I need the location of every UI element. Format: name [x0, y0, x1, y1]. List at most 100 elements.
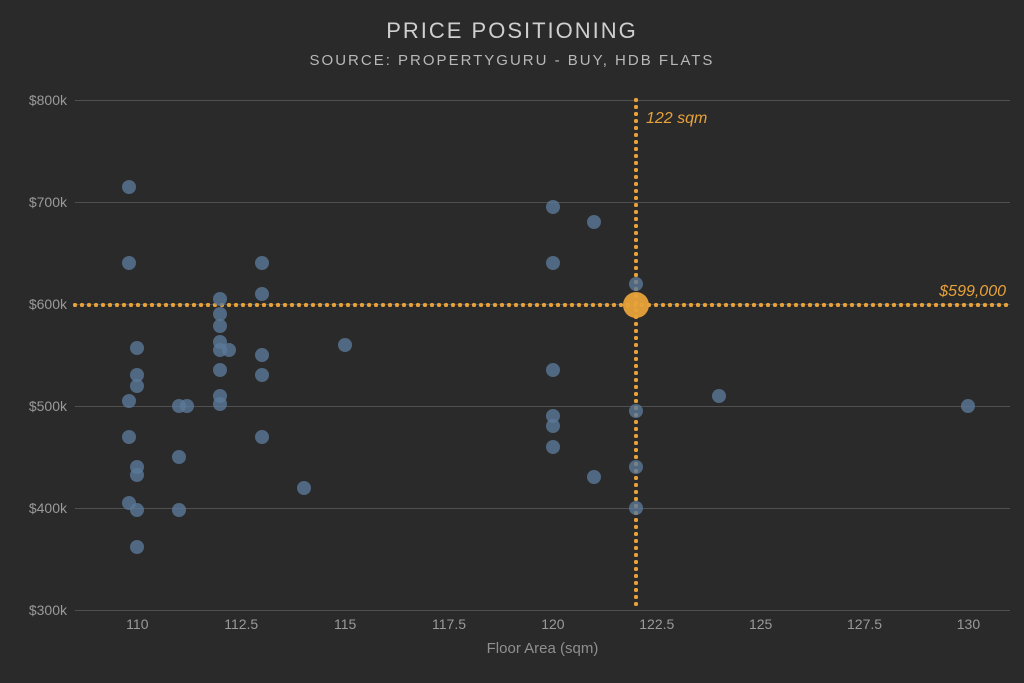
ref-hline-dot	[752, 303, 755, 306]
ref-hline-dot	[864, 303, 867, 306]
ref-hline-dot	[696, 303, 699, 306]
ref-hline-dot	[794, 303, 797, 306]
ref-hline-dot	[521, 303, 524, 306]
ref-hline-dot	[850, 303, 853, 306]
ref-hline-dot	[255, 303, 258, 306]
ref-hline-dot	[570, 303, 573, 306]
ref-hline-dot	[745, 303, 748, 306]
ref-vline-dot	[634, 357, 637, 360]
scatter-point	[255, 287, 269, 301]
ref-vline-dot	[634, 525, 637, 528]
scatter-point	[130, 540, 144, 554]
ref-vline-dot	[634, 252, 637, 255]
ref-vline-dot	[634, 238, 637, 241]
ref-hline-dot	[927, 303, 930, 306]
ref-hline-dot	[395, 303, 398, 306]
ref-y-label: $599,000	[939, 283, 1006, 301]
ref-vline-dot	[634, 175, 637, 178]
ref-hline-dot	[514, 303, 517, 306]
ref-hline-dot	[339, 303, 342, 306]
ref-hline-dot	[346, 303, 349, 306]
ref-hline-dot	[227, 303, 230, 306]
ref-hline-dot	[248, 303, 251, 306]
ref-hline-dot	[843, 303, 846, 306]
ref-vline-dot	[634, 553, 637, 556]
scatter-point	[130, 468, 144, 482]
ref-hline-dot	[724, 303, 727, 306]
ref-vline-dot	[634, 588, 637, 591]
ref-vline-dot	[634, 140, 637, 143]
ref-hline-dot	[178, 303, 181, 306]
ref-hline-dot	[143, 303, 146, 306]
scatter-point	[629, 460, 643, 474]
ref-hline-dot	[773, 303, 776, 306]
scatter-point	[122, 430, 136, 444]
ref-hline-dot	[234, 303, 237, 306]
ref-vline-dot	[634, 126, 637, 129]
chart-title: PRICE POSITIONING	[0, 18, 1024, 44]
scatter-point	[961, 399, 975, 413]
ref-vline-dot	[634, 546, 637, 549]
ref-hline-dot	[668, 303, 671, 306]
ref-hline-dot	[108, 303, 111, 306]
ref-vline-dot	[634, 399, 637, 402]
scatter-point	[629, 501, 643, 515]
ref-hline-dot	[479, 303, 482, 306]
ref-hline-dot	[129, 303, 132, 306]
ref-vline-dot	[634, 217, 637, 220]
ref-hline-dot	[689, 303, 692, 306]
ref-hline-dot	[472, 303, 475, 306]
ref-hline-dot	[451, 303, 454, 306]
x-tick-label: 125	[749, 616, 772, 632]
ref-vline-dot	[634, 441, 637, 444]
scatter-point	[213, 319, 227, 333]
ref-vline-dot	[634, 595, 637, 598]
scatter-point	[130, 379, 144, 393]
ref-hline-dot	[542, 303, 545, 306]
ref-vline-dot	[634, 427, 637, 430]
scatter-point	[172, 503, 186, 517]
ref-hline-dot	[444, 303, 447, 306]
ref-hline-dot	[353, 303, 356, 306]
scatter-point	[222, 343, 236, 357]
ref-hline-dot	[311, 303, 314, 306]
scatter-point	[587, 215, 601, 229]
ref-hline-dot	[990, 303, 993, 306]
ref-hline-dot	[857, 303, 860, 306]
ref-hline-dot	[899, 303, 902, 306]
y-tick-label: $700k	[29, 194, 67, 210]
gridline	[75, 202, 1010, 203]
ref-hline-dot	[892, 303, 895, 306]
ref-hline-dot	[325, 303, 328, 306]
ref-vline-dot	[634, 602, 637, 605]
ref-hline-dot	[157, 303, 160, 306]
ref-vline-dot	[634, 196, 637, 199]
ref-vline-dot	[634, 105, 637, 108]
ref-hline-dot	[437, 303, 440, 306]
ref-vline-dot	[634, 336, 637, 339]
ref-hline-dot	[962, 303, 965, 306]
ref-vline-dot	[634, 532, 637, 535]
scatter-point	[122, 394, 136, 408]
ref-vline-dot	[634, 259, 637, 262]
ref-vline-dot	[634, 154, 637, 157]
ref-vline-dot	[634, 161, 637, 164]
ref-vline-dot	[634, 560, 637, 563]
ref-hline-dot	[906, 303, 909, 306]
ref-hline-dot	[738, 303, 741, 306]
ref-x-label: 122 sqm	[646, 110, 707, 128]
y-tick-label: $400k	[29, 500, 67, 516]
ref-hline-dot	[822, 303, 825, 306]
ref-hline-dot	[318, 303, 321, 306]
ref-hline-dot	[388, 303, 391, 306]
ref-hline-dot	[507, 303, 510, 306]
chart-subtitle: SOURCE: PROPERTYGURU - BUY, HDB FLATS	[0, 52, 1024, 69]
ref-vline-dot	[634, 378, 637, 381]
ref-hline-dot	[423, 303, 426, 306]
ref-hline-dot	[206, 303, 209, 306]
plot-area: 122 sqm $599,000	[75, 100, 1010, 610]
ref-hline-dot	[836, 303, 839, 306]
ref-hline-dot	[164, 303, 167, 306]
ref-hline-dot	[276, 303, 279, 306]
ref-vline-dot	[634, 567, 637, 570]
